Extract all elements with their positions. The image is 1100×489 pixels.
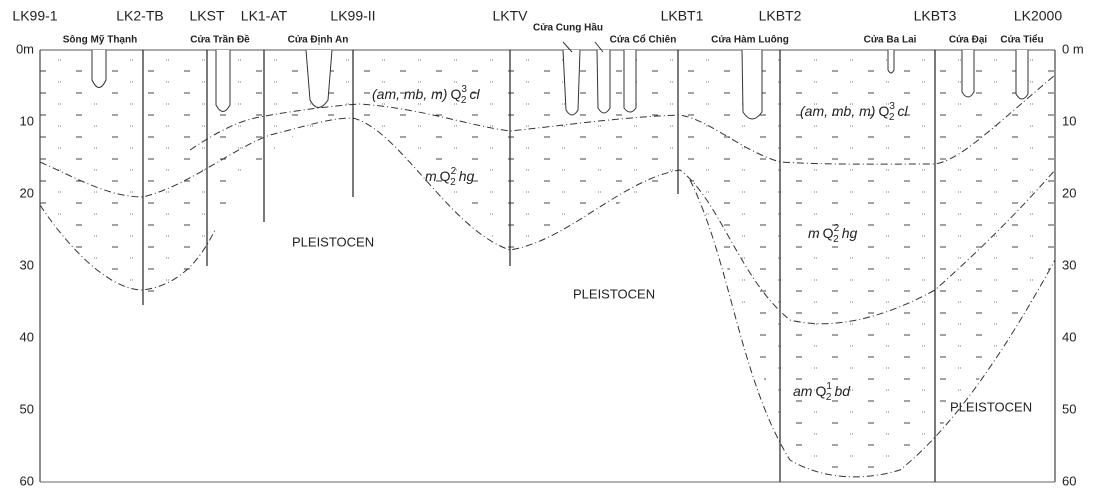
formation-sup: 3: [889, 101, 895, 112]
depth-label: 20: [1062, 185, 1076, 200]
borehole-label: LKTV: [492, 8, 528, 24]
depth-label: 60: [20, 473, 34, 488]
channel: [742, 50, 762, 119]
channel: [92, 50, 106, 88]
formation-sup: 2: [834, 223, 840, 234]
formation-suffix: hg: [459, 168, 475, 184]
borehole-label: LK99-1: [12, 8, 57, 24]
formation-symbol: Q: [450, 86, 461, 102]
formation-prefix: am: [793, 383, 813, 399]
depth-label: 50: [1062, 401, 1076, 416]
borehole-label: LKST: [189, 8, 224, 24]
river-label: Cửa Tiểu: [1000, 34, 1043, 46]
depth-label: 40: [20, 329, 34, 344]
pleistocene-label: PLEISTOCEN: [292, 234, 374, 249]
depth-label: 50: [20, 401, 34, 416]
borehole-label: LKBT1: [661, 8, 704, 24]
channel: [216, 50, 230, 112]
channel: [563, 50, 580, 115]
channel: [888, 50, 894, 73]
river-label: Cửa Cung Hầu: [533, 22, 603, 34]
formation-suffix: cl: [469, 86, 480, 102]
channel: [624, 50, 636, 112]
formation-sup: 1: [826, 381, 832, 392]
depth-label: 30: [1062, 257, 1076, 272]
river-label: Cửa Trần Đề: [190, 34, 250, 46]
depth-label: 20: [20, 185, 34, 200]
pleistocene-label: PLEISTOCEN: [950, 399, 1032, 414]
river-label: Cửa Ba Lai: [864, 35, 917, 46]
cross-section: LK99-1 LK2-TB LKST LK1-AT LK99-II LKTV LKBT1 LK…: [0, 0, 1100, 489]
formation-symbol: Q: [823, 225, 834, 241]
borehole-label: LK2-TB: [116, 8, 163, 24]
depth-label: 0 m: [1062, 41, 1084, 56]
formation-prefix: (am, mb, m): [372, 86, 447, 102]
borehole-label: LKBT3: [914, 8, 957, 24]
formation-prefix: m: [425, 168, 437, 184]
borehole-label: LK99-II: [330, 8, 375, 24]
depth-label: 10: [1062, 113, 1076, 128]
formation-prefix: m: [808, 225, 820, 241]
formation-suffix: cl: [897, 103, 908, 119]
formation-symbol: Q: [815, 383, 826, 399]
channel: [597, 50, 610, 113]
depth-label: 30: [20, 257, 34, 272]
depth-label: 40: [1062, 329, 1076, 344]
channel: [962, 50, 974, 97]
borehole-label: LK1-AT: [241, 8, 288, 24]
river-label: Cửa Hàm Luông: [711, 35, 789, 46]
depth-label: 0m: [16, 41, 34, 56]
river-label: Cửa Đại: [949, 35, 988, 46]
channel: [1016, 50, 1028, 99]
borehole-label: LKBT2: [759, 8, 802, 24]
formation-sup: 2: [451, 166, 457, 177]
formation-sup: 3: [461, 84, 467, 95]
river-label: Sông Mỹ Thạnh: [63, 35, 137, 46]
formation-sub: 2: [833, 234, 839, 245]
river-label: Cửa Cổ Chiên: [610, 34, 677, 46]
pleistocene-label: PLEISTOCEN: [573, 286, 655, 301]
formation-sub: 2: [461, 95, 467, 106]
formation-symbol: Q: [440, 168, 451, 184]
river-label: Cửa Định An: [288, 35, 349, 46]
depth-label: 60: [1062, 473, 1076, 488]
depth-label: 10: [20, 113, 34, 128]
formation-sub: 2: [889, 112, 895, 123]
formation-sub: 2: [826, 392, 832, 403]
formation-symbol: Q: [878, 103, 889, 119]
formation-sub: 2: [450, 177, 456, 188]
channel: [306, 50, 332, 108]
formation-suffix: hg: [842, 225, 858, 241]
formation-suffix: bd: [834, 383, 851, 399]
formation-prefix: (am, mb, m): [800, 103, 875, 119]
borehole-label: LK2000: [1014, 8, 1062, 24]
